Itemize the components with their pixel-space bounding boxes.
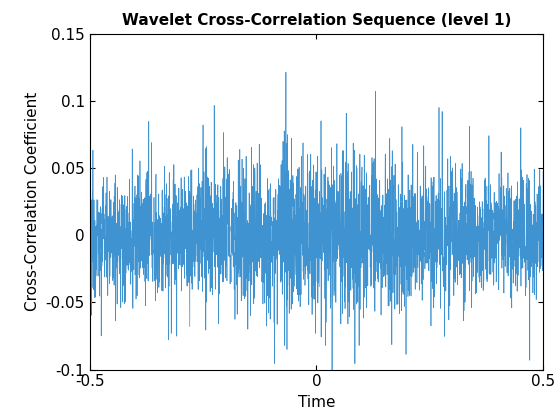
Y-axis label: Cross-Correlation Coefficient: Cross-Correlation Coefficient (25, 92, 40, 311)
Title: Wavelet Cross-Correlation Sequence (level 1): Wavelet Cross-Correlation Sequence (leve… (122, 13, 511, 28)
X-axis label: Time: Time (298, 395, 335, 410)
